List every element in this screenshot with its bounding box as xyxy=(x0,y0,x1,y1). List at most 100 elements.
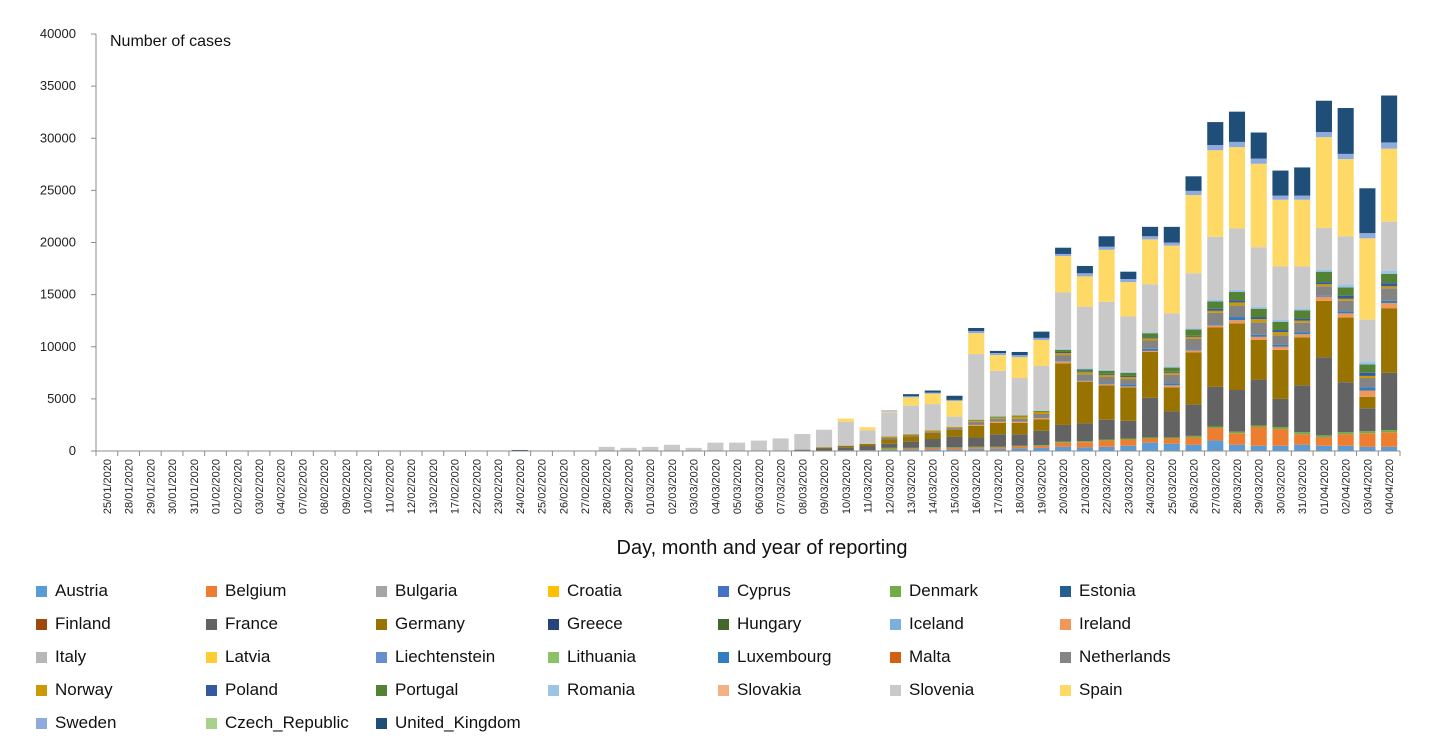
bar-segment xyxy=(1228,390,1246,432)
bar-segment xyxy=(1142,340,1159,349)
bar-segment xyxy=(1272,429,1289,446)
bar-segment xyxy=(1337,159,1354,237)
legend-swatch xyxy=(1060,585,1071,597)
x-tick-label: 30/03/2020 xyxy=(1275,459,1287,514)
bar-segment xyxy=(1337,317,1354,383)
bar-segment xyxy=(1120,278,1137,283)
bar-segment xyxy=(1163,313,1180,367)
legend-item: Austria xyxy=(36,580,108,602)
bar-segment xyxy=(1228,431,1246,434)
bar-segment xyxy=(924,392,941,394)
bar-segment xyxy=(924,404,941,431)
legend-label: Netherlands xyxy=(1079,647,1171,666)
bar-segment xyxy=(1033,331,1050,338)
x-tick-label: 10/02/2020 xyxy=(363,459,375,514)
bar-segment xyxy=(1011,422,1028,435)
bar-segment xyxy=(1228,317,1246,321)
bar-segment xyxy=(1142,284,1159,333)
bar-segment xyxy=(902,433,920,435)
x-tick-label: 22/02/2020 xyxy=(471,459,483,514)
legend-label: Slovenia xyxy=(909,680,975,699)
bar-segment xyxy=(1359,375,1376,379)
bar-segment xyxy=(946,428,963,430)
x-tick-label: 26/03/2020 xyxy=(1189,459,1201,514)
bar-segment xyxy=(1120,372,1137,376)
bar-segment xyxy=(859,446,876,451)
y-tick-label: 25000 xyxy=(40,182,76,197)
legend-label: Estonia xyxy=(1079,581,1136,600)
bar-segment xyxy=(989,447,1006,449)
bar-segment xyxy=(1359,396,1376,409)
bar-segment xyxy=(1272,170,1289,196)
bar-segment xyxy=(1228,292,1246,301)
bar-segment xyxy=(946,449,963,451)
x-tick-label: 02/02/2020 xyxy=(232,459,244,514)
x-tick-label: 04/02/2020 xyxy=(276,459,288,514)
bar-segment xyxy=(881,412,898,437)
bar-segment xyxy=(1163,443,1180,451)
bar-segment xyxy=(1294,167,1311,196)
bar-segment xyxy=(1033,339,1050,367)
bar-segment xyxy=(881,411,898,413)
bar-segment xyxy=(1207,325,1224,328)
bar-segment xyxy=(1055,351,1072,353)
bar-segment xyxy=(794,449,811,451)
bar-segment xyxy=(989,421,1006,423)
bar-segment xyxy=(946,447,963,448)
bar-segment xyxy=(1207,440,1224,451)
bar-segment xyxy=(989,418,1006,422)
legend-label: Denmark xyxy=(909,581,978,600)
bar-segment xyxy=(1250,445,1267,451)
legend-item: Spain xyxy=(1060,679,1122,701)
bar-segment xyxy=(1185,349,1202,351)
x-tick-label: 02/03/2020 xyxy=(667,459,679,514)
legend-label: France xyxy=(225,614,278,633)
bar-segment xyxy=(1337,432,1354,435)
bar-segment xyxy=(837,421,854,446)
bar-segment xyxy=(1011,445,1028,447)
bar-segment xyxy=(1207,308,1224,311)
x-tick-label: 18/03/2020 xyxy=(1015,459,1027,514)
bar-segment xyxy=(1294,195,1311,200)
x-tick-label: 02/04/2020 xyxy=(1341,459,1353,514)
bar-segment xyxy=(1315,445,1332,451)
bar-segment xyxy=(1163,374,1180,384)
bar-segment xyxy=(1098,376,1115,384)
legend-swatch xyxy=(36,717,47,729)
bar-segment xyxy=(1207,426,1224,429)
bar-segment xyxy=(946,447,963,450)
bar-segment xyxy=(642,446,659,451)
bar-segment xyxy=(924,447,941,448)
bar-segment xyxy=(1381,221,1398,271)
bar-segment xyxy=(1207,122,1224,146)
legend-label: Liechtenstein xyxy=(395,647,496,666)
bar-segment xyxy=(1185,336,1202,339)
bar-segment xyxy=(924,447,941,450)
bar-segment xyxy=(968,354,985,420)
bar-segment xyxy=(1185,437,1202,445)
bar-segment xyxy=(1098,236,1115,247)
bar-segment xyxy=(1011,378,1028,416)
bar-segment xyxy=(1337,300,1354,312)
bar-segment xyxy=(902,449,920,451)
x-tick-label: 30/01/2020 xyxy=(167,459,179,514)
bar-segment xyxy=(902,396,920,398)
x-tick-label: 28/01/2020 xyxy=(124,459,136,514)
bar-segment xyxy=(837,418,854,422)
bar-segment xyxy=(1120,386,1137,388)
bar-segment xyxy=(1076,379,1093,381)
bar-segment xyxy=(1337,311,1354,314)
bar-segment xyxy=(1272,427,1289,430)
bar-segment xyxy=(1315,132,1332,138)
bar-segment xyxy=(902,448,920,450)
bar-segment xyxy=(1076,372,1093,375)
bar-segment xyxy=(1163,411,1180,438)
y-axis-title: Number of cases xyxy=(110,33,231,50)
legend-item: Italy xyxy=(36,646,86,668)
bar-segment xyxy=(1272,266,1289,320)
bar-segment xyxy=(1381,430,1398,433)
bar-segment xyxy=(1207,150,1224,237)
bar-segment xyxy=(1185,338,1202,350)
bar-stacks xyxy=(511,95,1398,452)
x-tick-label: 13/02/2020 xyxy=(428,459,440,514)
